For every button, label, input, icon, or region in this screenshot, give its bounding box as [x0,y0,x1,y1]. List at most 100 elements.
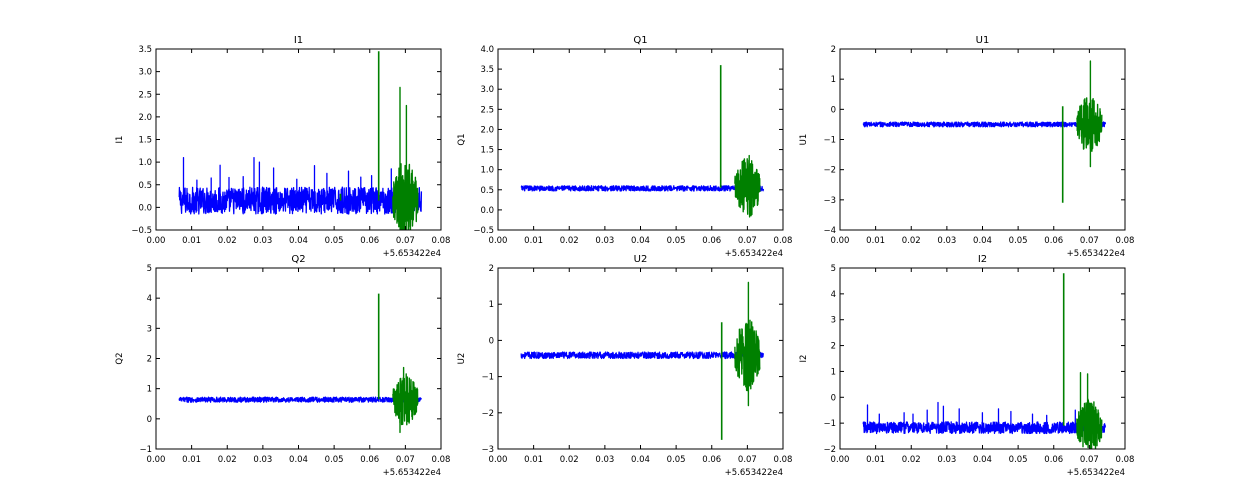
x-tick-label: 0.07 [396,236,415,246]
y-tick-label: 3 [831,316,836,326]
x-tick-label: 0.01 [524,455,543,465]
y-tick-label: 0.5 [480,186,494,196]
plot-area [862,60,1107,203]
y-tick-label: −2 [481,409,494,419]
y-axis-label: Q2 [115,352,125,364]
y-tick-label: 2 [147,355,152,365]
y-tick-label: 4 [147,294,152,304]
y-axis-label: U1 [799,134,809,146]
x-tick-label: 0.04 [289,455,308,465]
y-tick-label: 3 [147,324,152,334]
x-tick-label: 0.07 [738,455,757,465]
y-tick-label: 2 [489,264,494,274]
x-tick-label: 0.06 [360,236,379,246]
x-tick-label: 0.02 [218,236,237,246]
x-tick-label: 0.05 [667,236,686,246]
subplot-u2: 0.00 0.01 0.02 0.03 0.04 0.05 0.06 0.07 0.08 −3 −2… [457,254,792,478]
x-tick-label: 0.03 [253,236,272,246]
x-tick-label: 0.06 [702,455,721,465]
y-tick-label: 3.0 [480,85,494,95]
y-axis-label: U2 [457,353,467,365]
x-tick-label: 0.07 [396,455,415,465]
x-tick-label: 0.04 [973,236,992,246]
y-tick-label: −2 [823,166,836,176]
series-line [1076,60,1103,168]
y-tick-label: 2 [831,45,836,55]
x-tick-label: 0.07 [1080,236,1099,246]
x-tick-label: 0.04 [289,236,308,246]
y-tick-label: 0.5 [138,181,152,191]
y-tick-label: 0.0 [480,206,494,216]
y-tick-label: 1.5 [138,136,152,146]
x-tick-label: 0.03 [937,455,956,465]
x-tick-label: 0.01 [182,236,201,246]
series-line [520,351,765,360]
y-tick-label: −3 [823,196,836,206]
x-tick-label: 0.00 [147,236,166,246]
y-tick-label: 5 [147,264,152,274]
x-offset-label: +5.653422e4 [383,468,441,478]
y-tick-label: 3.5 [138,45,152,55]
y-tick-label: 0 [831,105,836,115]
series-line [862,401,1107,435]
x-tick-label: 0.01 [524,236,543,246]
subplot-i2: 0.00 0.01 0.02 0.03 0.04 0.05 0.06 0.07 0.08 −2 −1… [799,254,1134,478]
subplot-title: U2 [634,254,648,265]
y-tick-label: 1.5 [480,146,494,156]
x-tick-label: 0.06 [1044,236,1063,246]
x-tick-label: 0.04 [631,236,650,246]
x-tick-label: 0.01 [866,236,885,246]
x-tick-label: 0.03 [595,236,614,246]
x-offset-label: +5.653422e4 [1067,468,1125,478]
series-line [520,185,765,192]
x-tick-label: 0.00 [489,236,508,246]
axes-frame [155,267,442,450]
subplot-title: I1 [294,35,303,46]
x-tick-label: 0.02 [902,236,921,246]
y-tick-label: 0.0 [138,203,152,213]
x-tick-label: 0.00 [147,455,166,465]
x-tick-label: 0.08 [774,236,793,246]
y-tick-label: 2.5 [138,90,152,100]
x-tick-label: 0.00 [831,455,850,465]
subplot-title: Q2 [291,254,305,265]
x-tick-label: 0.04 [973,455,992,465]
series-line [392,366,419,434]
x-tick-label: 0.08 [1116,236,1135,246]
x-tick-label: 0.00 [831,236,850,246]
y-tick-label: 4.0 [480,45,494,55]
plot-area [520,281,765,440]
y-tick-label: 1.0 [480,166,494,176]
x-tick-label: 0.06 [702,236,721,246]
y-axis-label: I1 [115,136,125,144]
series-line [178,396,422,403]
x-offset-label: +5.653422e4 [725,468,783,478]
plot-area [520,65,765,218]
subplot-title: Q1 [633,35,647,46]
x-offset-label: +5.653422e4 [725,249,783,259]
x-tick-label: 0.02 [560,455,579,465]
y-tick-label: −3 [481,445,494,455]
x-tick-label: 0.02 [218,455,237,465]
x-tick-label: 0.05 [1009,236,1028,246]
y-tick-label: 4 [831,290,836,300]
subplot-title: U1 [976,35,990,46]
series-line [392,86,419,230]
y-tick-label: 3.5 [480,65,494,75]
x-tick-label: 0.01 [866,455,885,465]
x-tick-label: 0.07 [738,236,757,246]
subplot-q1: 0.00 0.01 0.02 0.03 0.04 0.05 0.06 0.07 0.08 −0.5… [457,35,792,259]
y-axis-label: Q1 [457,133,467,145]
y-tick-label: −1 [823,419,836,429]
y-tick-label: −2 [823,445,836,455]
x-offset-label: +5.653422e4 [383,249,441,259]
x-tick-label: 0.08 [1116,455,1135,465]
x-tick-label: 0.07 [1080,455,1099,465]
y-tick-label: 2.5 [480,105,494,115]
series-line [862,121,1107,128]
y-tick-label: 1 [831,367,836,377]
y-tick-label: 1 [831,75,836,85]
x-tick-label: 0.01 [182,455,201,465]
